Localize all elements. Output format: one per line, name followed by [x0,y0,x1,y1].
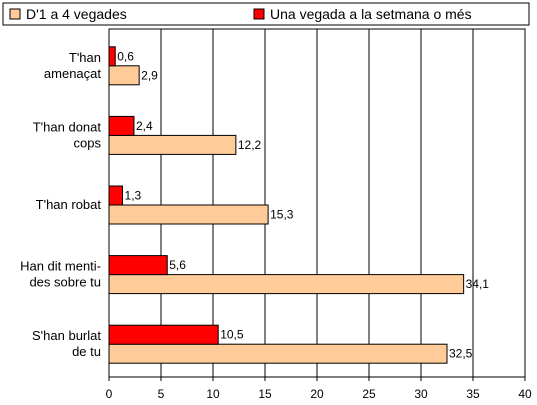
bar-series-1 [108,134,237,155]
bar-series-2 [108,324,219,345]
category-label: Han dit menti- [20,259,101,274]
category-label: T'han donat [33,119,102,134]
data-label: 15,3 [270,208,294,222]
data-label: 10,5 [220,328,244,342]
x-tick-label: 40 [518,387,532,401]
bar-series-1 [108,65,140,86]
bar-series-1 [108,274,465,295]
x-tick-label: 0 [106,387,113,401]
bar-series-2 [108,46,116,67]
bar-series-2 [108,185,124,206]
legend-swatch-series-1 [9,8,21,20]
x-tick-label: 5 [158,387,165,401]
category-label: cops [74,135,102,150]
x-tick-label: 15 [258,387,272,401]
x-tick-label: 35 [466,387,480,401]
bar-series-1 [108,343,448,364]
data-label: 32,5 [449,347,473,361]
x-tick-label: 25 [362,387,376,401]
bar-series-2 [108,115,135,136]
bar-series-2 [108,255,168,276]
category-label: de tu [72,344,101,359]
data-label: 34,1 [466,277,490,291]
data-label: 2,4 [136,119,153,133]
category-label: T'han [69,50,101,65]
data-label: 2,9 [141,68,158,82]
data-label: 0,6 [117,49,134,63]
x-tick-label: 20 [310,387,324,401]
legend-swatch-series-2 [253,8,265,20]
category-label: S'han burlat [32,328,101,343]
category-label: T'han robat [36,197,102,212]
legend-label-series-1: D'1 a 4 vegades [26,6,127,22]
gridlines [160,29,474,377]
x-tick-label: 10 [206,387,220,401]
category-label: amenaçat [44,66,101,81]
data-label: 12,2 [238,138,262,152]
bars [108,46,465,364]
data-labels: 2,9 0,6 12,2 2,4 15,3 1,3 34,1 5,6 32,5 10,5 [117,49,489,360]
bar-series-1 [108,204,269,225]
data-label: 5,6 [169,258,186,272]
data-label: 1,3 [125,189,142,203]
x-axis: 0 5 10 15 20 25 30 35 40 [106,377,532,401]
legend-box [2,2,530,26]
category-label: des sobre tu [29,275,101,290]
x-tick-label: 30 [414,387,428,401]
legend-label-series-2: Una vegada a la setmana o més [270,6,472,22]
